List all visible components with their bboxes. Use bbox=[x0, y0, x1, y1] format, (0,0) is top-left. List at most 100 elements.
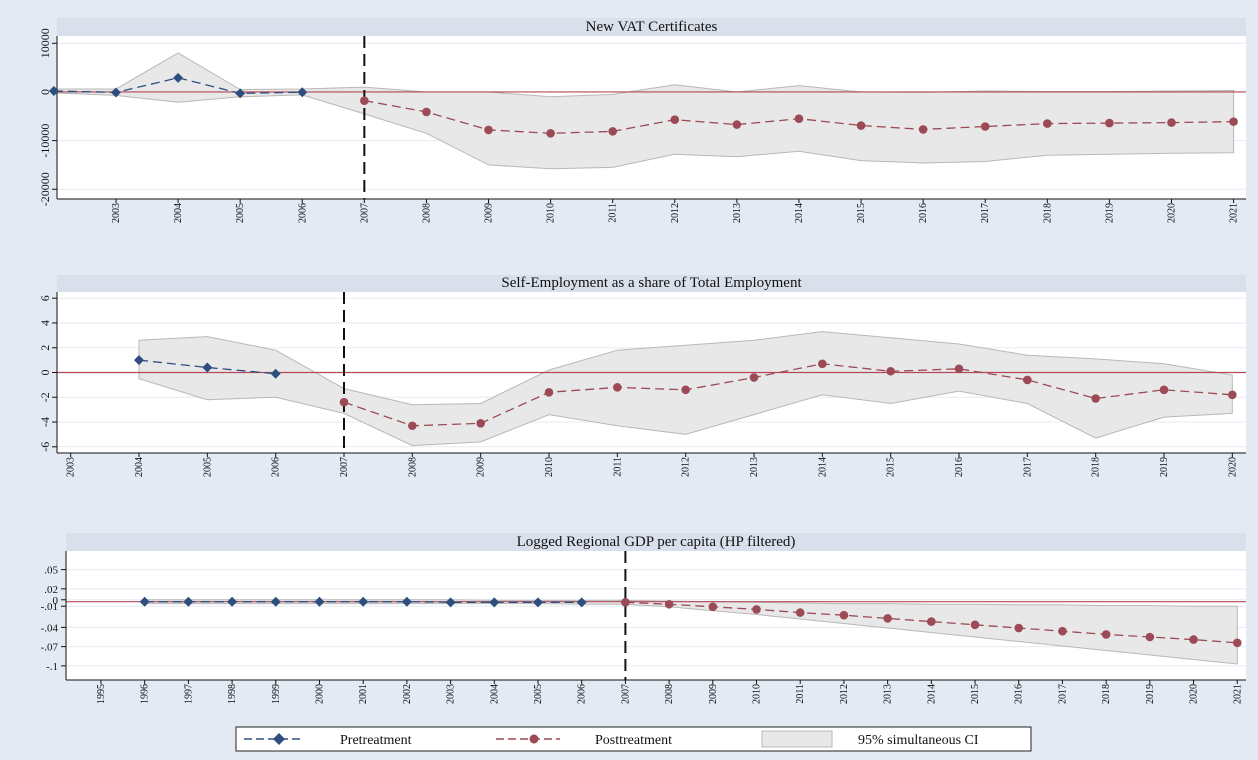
pretreatment-point bbox=[270, 596, 281, 607]
y-tick-label: -20000 bbox=[38, 172, 52, 206]
x-tick-label: 2019 bbox=[1104, 203, 1115, 223]
posttreatment-point bbox=[621, 598, 630, 607]
x-tick-label: 2013 bbox=[883, 684, 894, 704]
posttreatment-point bbox=[818, 359, 827, 369]
x-tick-label: 2016 bbox=[1014, 684, 1025, 704]
x-tick-label: 2010 bbox=[544, 457, 555, 477]
posttreatment-point bbox=[883, 614, 892, 623]
posttreatment-point bbox=[1023, 375, 1032, 385]
posttreatment-point bbox=[839, 610, 849, 620]
posttreatment-point bbox=[856, 121, 866, 130]
posttreatment-point bbox=[544, 388, 554, 397]
x-tick-label: 2001 bbox=[358, 684, 369, 704]
posttreatment-point bbox=[927, 617, 936, 626]
panel-title: Logged Regional GDP per capita (HP filte… bbox=[517, 534, 796, 550]
x-tick-label: 2005 bbox=[202, 457, 213, 477]
x-tick-label: 2011 bbox=[795, 684, 806, 704]
panel-title-bar bbox=[57, 18, 1246, 36]
posttreatment-point bbox=[1091, 394, 1100, 403]
x-tick-label: 2021 bbox=[1232, 684, 1243, 704]
posttreatment-point bbox=[1189, 635, 1198, 644]
panel-title-bar bbox=[66, 533, 1246, 551]
x-tick-label: 2003 bbox=[66, 457, 77, 477]
x-tick-label: 2005 bbox=[235, 203, 246, 223]
posttreatment-point bbox=[608, 127, 617, 136]
x-tick-label: 2020 bbox=[1227, 457, 1238, 477]
x-tick-label: 2011 bbox=[612, 457, 623, 477]
x-tick-label: 2004 bbox=[489, 684, 500, 704]
x-tick-label: 2009 bbox=[476, 457, 487, 477]
legend-posttreatment-label: Posttreatment bbox=[595, 733, 672, 748]
pretreatment-point bbox=[576, 597, 587, 608]
pretreatment-point bbox=[139, 596, 150, 607]
posttreatment-point bbox=[1014, 623, 1024, 633]
posttreatment-point bbox=[886, 366, 895, 376]
posttreatment-point bbox=[681, 385, 690, 395]
legend: Pretreatment Posttreatment 95% simultane… bbox=[235, 726, 1032, 752]
posttreatment-point bbox=[476, 418, 485, 428]
pretreatment-point bbox=[297, 87, 308, 98]
pretreatment-point bbox=[445, 597, 456, 608]
posttreatment-point bbox=[1159, 385, 1169, 395]
x-tick-label: 2006 bbox=[577, 684, 588, 704]
pretreatment-point bbox=[134, 355, 144, 366]
x-tick-label: 2003 bbox=[111, 203, 122, 223]
x-tick-label: 2018 bbox=[1091, 457, 1102, 477]
y-tick-label: .02 bbox=[44, 584, 58, 596]
posttreatment-point bbox=[954, 364, 964, 374]
x-tick-label: 2013 bbox=[732, 203, 743, 223]
posttreatment-point bbox=[670, 115, 680, 124]
posttreatment-point bbox=[1167, 118, 1176, 127]
y-tick-label: 4 bbox=[38, 320, 52, 326]
y-tick-label: 0 bbox=[38, 370, 52, 376]
panel-title: New VAT Certificates bbox=[586, 19, 718, 35]
x-tick-label: 2017 bbox=[1057, 684, 1068, 704]
x-tick-label: 2013 bbox=[749, 457, 760, 477]
y-tick-label: -6 bbox=[38, 442, 52, 452]
legend-pretreatment-marker bbox=[273, 733, 285, 745]
ci-band bbox=[144, 599, 1238, 665]
pretreatment-point bbox=[48, 85, 59, 96]
pretreatment-point bbox=[173, 72, 184, 83]
posttreatment-point bbox=[980, 122, 990, 131]
x-tick-label: 2016 bbox=[954, 457, 965, 477]
posttreatment-point bbox=[918, 125, 928, 134]
posttreatment-point bbox=[1105, 118, 1114, 128]
x-tick-label: 2005 bbox=[533, 684, 544, 704]
x-tick-label: 1995 bbox=[96, 684, 107, 704]
x-tick-label: 2015 bbox=[856, 203, 867, 223]
x-tick-label: 2021 bbox=[1229, 203, 1240, 223]
y-tick-label: 0 bbox=[38, 89, 52, 95]
panel-2: Self-Employment as a share of Total Empl… bbox=[38, 275, 1246, 477]
pretreatment-point bbox=[202, 362, 213, 373]
panel-1: New VAT Certificates 10000 0 -10000 -20000 20… bbox=[38, 18, 1246, 223]
y-tick-label: -10000 bbox=[38, 124, 52, 158]
y-tick-label: -.1 bbox=[46, 661, 58, 673]
x-tick-label: 2003 bbox=[446, 684, 457, 704]
posttreatment-point bbox=[752, 605, 761, 614]
x-tick-label: 2007 bbox=[359, 203, 370, 223]
posttreatment-point bbox=[794, 114, 804, 124]
y-tick-label: -4 bbox=[38, 417, 52, 427]
legend-pretreatment-label: Pretreatment bbox=[340, 733, 412, 748]
pretreatment-point bbox=[358, 596, 369, 607]
x-tick-label: 2004 bbox=[134, 457, 145, 477]
x-tick-label: 2009 bbox=[708, 684, 719, 704]
legend-ci-label: 95% simultaneous CI bbox=[858, 733, 979, 748]
x-tick-label: 2017 bbox=[1022, 457, 1033, 477]
x-tick-label: 2012 bbox=[681, 457, 692, 477]
posttreatment-point bbox=[408, 421, 417, 431]
posttreatment-point bbox=[732, 120, 742, 129]
y-tick-label: -.01 bbox=[41, 601, 58, 613]
x-tick-label: 2015 bbox=[886, 457, 897, 477]
x-tick-label: 2007 bbox=[620, 684, 631, 704]
legend-box bbox=[235, 726, 1032, 752]
panel-3: Logged Regional GDP per capita (HP filte… bbox=[41, 533, 1246, 704]
x-tick-label: 2018 bbox=[1042, 203, 1053, 223]
x-tick-label: 2010 bbox=[546, 203, 557, 223]
posttreatment-point bbox=[708, 602, 718, 612]
x-tick-label: 2020 bbox=[1189, 684, 1200, 704]
y-tick-label: -.07 bbox=[41, 642, 59, 654]
y-tick-label: -.04 bbox=[41, 622, 59, 634]
x-tick-label: 2008 bbox=[421, 203, 432, 223]
